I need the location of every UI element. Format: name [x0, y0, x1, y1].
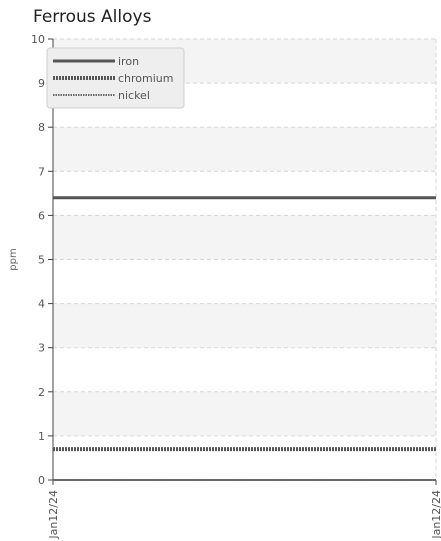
legend-label-chromium: chromium	[118, 72, 174, 85]
y-tick-label: 4	[38, 298, 45, 311]
chart-title: Ferrous Alloys	[33, 7, 152, 27]
y-tick-label: 1	[38, 430, 45, 443]
legend-box	[46, 47, 185, 109]
legend-label-iron: iron	[118, 55, 139, 68]
plot-band	[53, 391, 436, 436]
axes: 0 1 2 3 4 5 6 7 8 9 10 Jan12/24 Jan12/24 ppm	[8, 33, 441, 540]
y-tick-label: 9	[38, 77, 45, 90]
plot-band	[53, 127, 436, 172]
legend-label-nickel: nickel	[118, 89, 150, 102]
y-tick-label: 2	[38, 386, 45, 399]
y-tick-label: 7	[38, 165, 45, 178]
y-tick-label: 5	[38, 254, 45, 267]
y-tick-label: 8	[38, 121, 45, 134]
plot-band	[53, 215, 436, 260]
plot-band	[53, 303, 436, 348]
y-tick-label: 6	[38, 209, 45, 222]
y-tick-label: 0	[38, 474, 45, 487]
x-tick-label: Jan12/24	[47, 490, 60, 540]
y-axis-title: ppm	[8, 248, 19, 270]
x-tick-label: Jan12/24	[430, 490, 441, 540]
y-tick-label: 3	[38, 342, 45, 355]
y-tick-label: 10	[31, 33, 45, 46]
series-lines	[53, 196, 436, 481]
plot-bands	[53, 39, 436, 436]
legend: iron chromium nickel	[46, 47, 185, 109]
